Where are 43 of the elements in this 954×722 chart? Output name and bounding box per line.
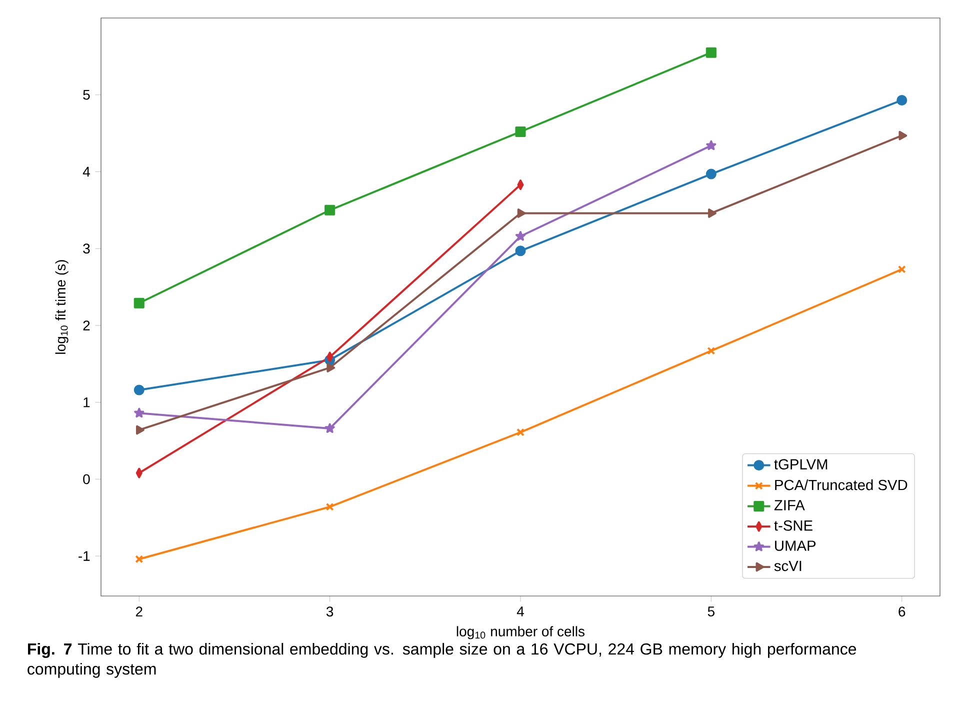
x-axis-title: log$_{10}$ number of cells (456, 626, 584, 640)
point (516, 428, 525, 436)
legend-label: t-SNE (774, 520, 812, 531)
y-axis-title: log$_{10}$ fit time (s) (55, 260, 68, 354)
point (517, 208, 526, 218)
y-tick-label: 2 (83, 320, 90, 330)
point (134, 384, 144, 396)
point (896, 94, 908, 106)
x-tick-label: 2 (136, 606, 142, 616)
y-tick-label: 5 (83, 90, 90, 100)
legend-label: PCA/Truncated SVD (775, 479, 908, 490)
point (515, 231, 526, 241)
point (515, 246, 526, 256)
point (707, 346, 716, 355)
x-tick-label: 3 (326, 606, 334, 617)
point (898, 130, 908, 140)
legend-label: tGPLVM (774, 459, 828, 470)
point (706, 47, 716, 58)
legend-label: scVI (774, 560, 802, 572)
x-tick-label: 6 (898, 606, 906, 617)
point (708, 208, 716, 218)
y-tick-label: 1 (84, 398, 90, 408)
point (326, 502, 334, 511)
point (898, 265, 906, 274)
y-tick-label: 4 (82, 166, 90, 177)
y-tick-label: -1 (78, 551, 90, 561)
point (326, 363, 336, 372)
x-tick-label: 5 (708, 606, 714, 616)
legend-label: UMAP (775, 540, 816, 551)
point (515, 126, 526, 138)
point (134, 298, 144, 308)
point (324, 204, 336, 216)
y-tick-label: 3 (83, 244, 90, 254)
x-tick-label: 4 (516, 606, 524, 616)
text: Fig. 7 Time to fit a two dimensional embedding vs. sample size on a 16 VCPU, 224 GB memory high performance computing system (28, 642, 856, 678)
legend-label: ZIFA (774, 500, 805, 510)
point (706, 140, 716, 150)
y-tick-label: 0 (83, 474, 90, 484)
point (134, 408, 144, 418)
point (136, 425, 144, 435)
point (706, 168, 716, 180)
point (324, 423, 335, 433)
point (135, 555, 144, 564)
